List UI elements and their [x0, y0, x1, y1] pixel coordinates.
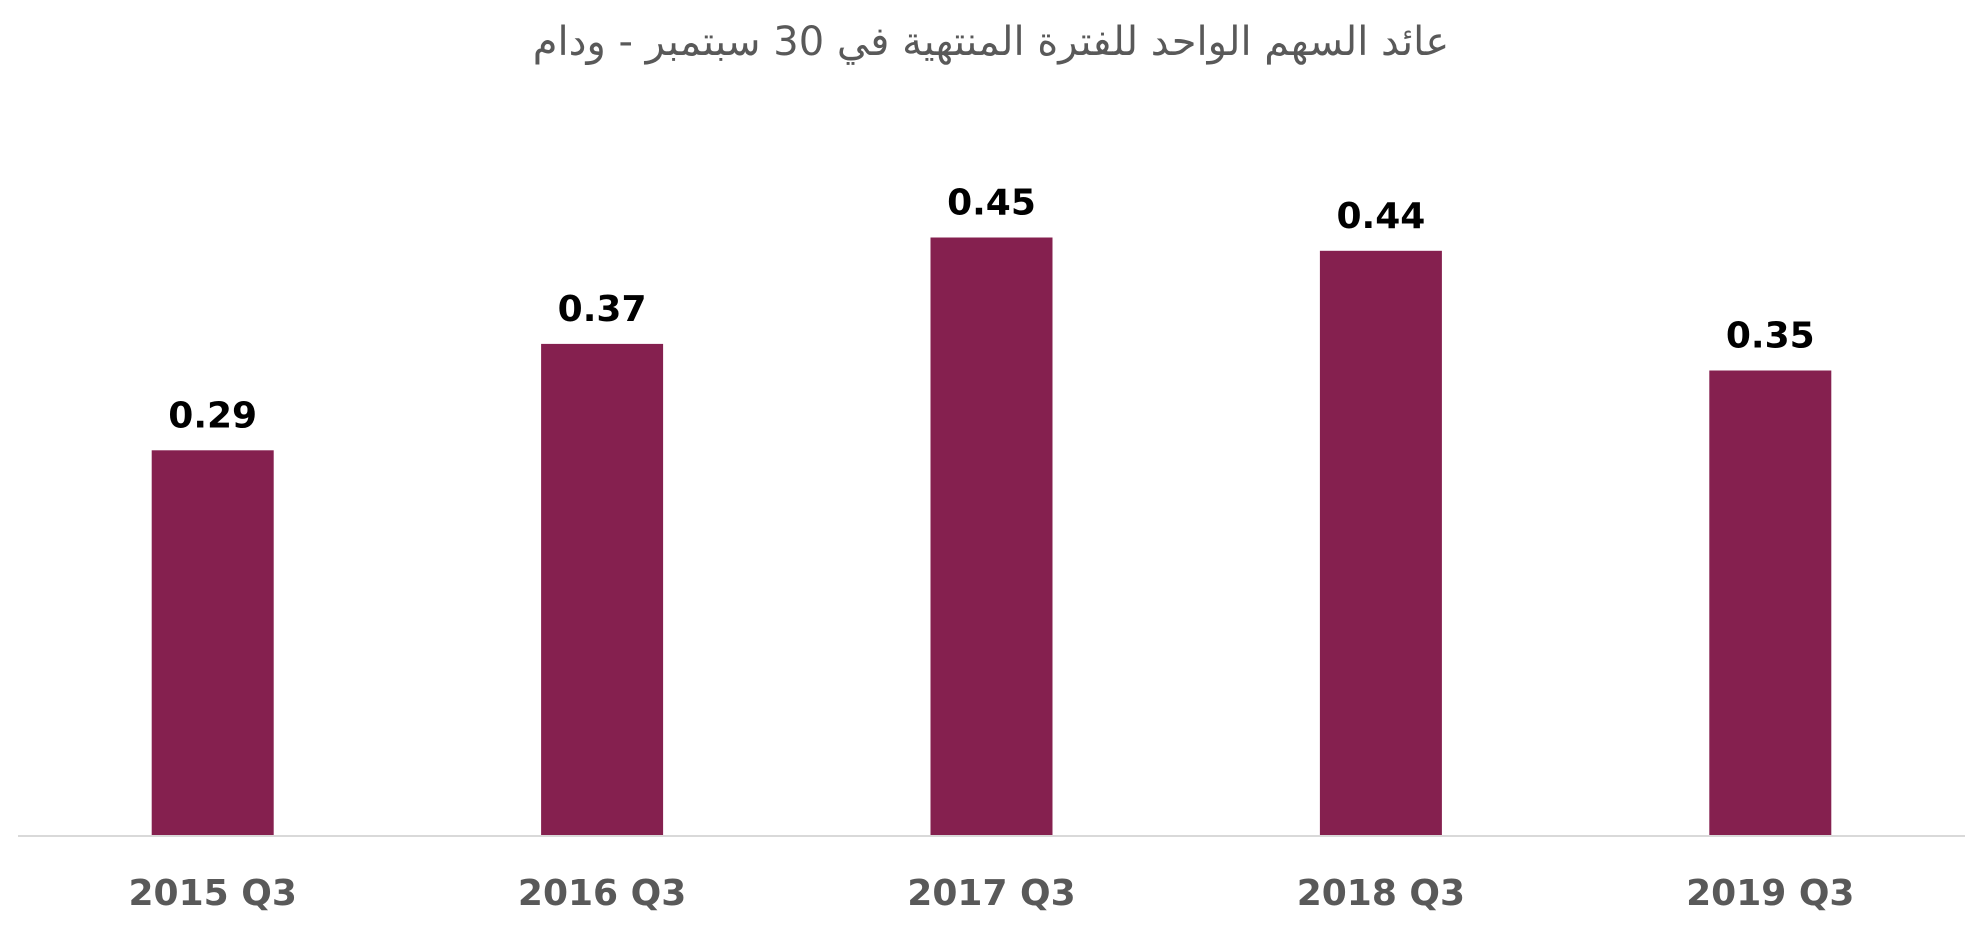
x-tick-label-1: 2015 Q3: [129, 873, 297, 914]
x-tick-label-5: 2019 Q3: [1686, 873, 1854, 914]
data-label-1: 0.29: [168, 395, 257, 436]
chart-title: عائد السهم الواحد للفترة المنتهية في 30 …: [533, 19, 1449, 65]
data-labels-layer: 0.29 0.37 0.45 0.44 0.35: [168, 183, 1814, 437]
bar-2: [541, 343, 664, 836]
bar-3: [930, 237, 1053, 836]
bar-4: [1319, 250, 1442, 837]
data-label-3: 0.45: [947, 183, 1036, 224]
bar-5: [1709, 370, 1832, 836]
x-tick-label-2: 2016 Q3: [518, 873, 686, 914]
x-axis-tick-labels: 2015 Q3 2016 Q3 2017 Q3 2018 Q3 2019 Q3: [129, 873, 1855, 914]
bars-layer: [151, 237, 1832, 837]
x-tick-label-4: 2018 Q3: [1297, 873, 1465, 914]
data-label-2: 0.37: [558, 289, 647, 330]
data-label-4: 0.44: [1336, 196, 1425, 237]
data-label-5: 0.35: [1726, 316, 1815, 357]
bar-1: [151, 450, 274, 836]
x-tick-label-3: 2017 Q3: [907, 873, 1075, 914]
